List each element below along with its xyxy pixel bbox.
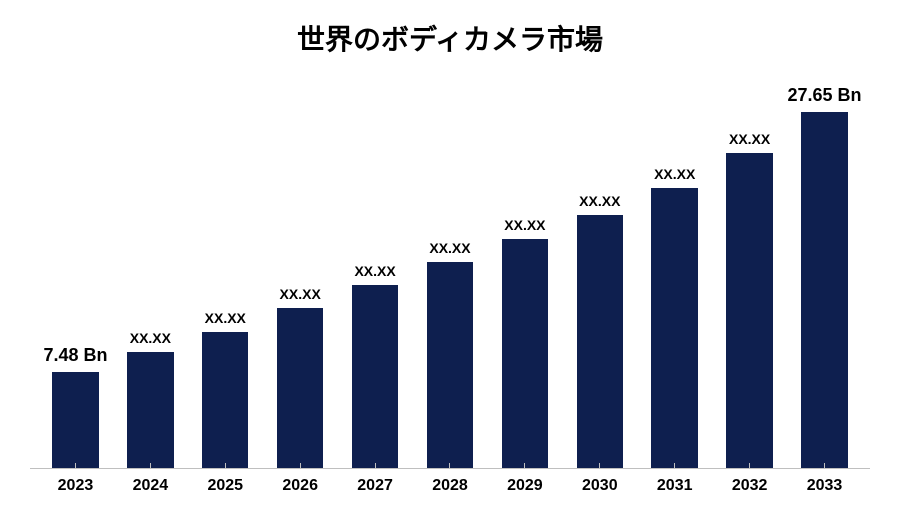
data-label: XX.XX	[504, 217, 545, 233]
x-tick-label: 2031	[637, 477, 712, 501]
bar-slot: XX.XX	[712, 82, 787, 468]
bar-slot: XX.XX	[188, 82, 263, 468]
bar-slot: XX.XX	[562, 82, 637, 468]
bar	[651, 188, 697, 468]
data-label: XX.XX	[729, 131, 770, 147]
endpoint-data-label: 27.65 Bn	[787, 85, 861, 106]
plot-area: 7.48 Bn XX.XX XX.XX XX.XX XX.XX XX.XX XX.XX XX.…	[30, 82, 870, 501]
x-tick-label: 2033	[787, 477, 862, 501]
bar	[801, 112, 847, 468]
data-label: XX.XX	[654, 166, 695, 182]
bar	[127, 352, 173, 468]
x-tick	[338, 463, 413, 469]
bars-area: 7.48 Bn XX.XX XX.XX XX.XX XX.XX XX.XX XX.XX XX.…	[30, 82, 870, 469]
x-tick-label: 2026	[263, 477, 338, 501]
bar	[726, 153, 772, 468]
x-tick-label: 2030	[562, 477, 637, 501]
x-axis: 2023202420252026202720282029203020312032…	[30, 477, 870, 501]
x-tick	[413, 463, 488, 469]
bar	[427, 262, 473, 468]
x-tick	[113, 463, 188, 469]
x-tick-label: 2032	[712, 477, 787, 501]
data-label: XX.XX	[354, 263, 395, 279]
data-label: XX.XX	[579, 193, 620, 209]
bar-slot: XX.XX	[413, 82, 488, 468]
x-tick-label: 2024	[113, 477, 188, 501]
bar-slot: 27.65 Bn	[787, 82, 862, 468]
bars-row: 7.48 Bn XX.XX XX.XX XX.XX XX.XX XX.XX XX.XX XX.…	[30, 82, 870, 468]
x-tick	[188, 463, 263, 469]
x-tick	[38, 463, 113, 469]
x-tick-label: 2025	[188, 477, 263, 501]
bar-chart: 世界のボディカメラ市場 7.48 Bn XX.XX XX.XX XX.XX XX.XX X…	[0, 0, 900, 525]
bar-slot: XX.XX	[487, 82, 562, 468]
data-label: XX.XX	[280, 286, 321, 302]
bar-slot: XX.XX	[637, 82, 712, 468]
x-tick	[787, 463, 862, 469]
x-tick-label: 2023	[38, 477, 113, 501]
data-label: XX.XX	[130, 330, 171, 346]
bar-slot: XX.XX	[113, 82, 188, 468]
bar	[202, 332, 248, 468]
bar-slot: 7.48 Bn	[38, 82, 113, 468]
x-tick	[712, 463, 787, 469]
bar	[277, 308, 323, 468]
x-tick-marks	[30, 463, 870, 469]
x-tick	[487, 463, 562, 469]
endpoint-data-label: 7.48 Bn	[43, 345, 107, 366]
bar	[52, 372, 98, 468]
data-label: XX.XX	[429, 240, 470, 256]
x-tick-label: 2029	[487, 477, 562, 501]
chart-title: 世界のボディカメラ市場	[30, 18, 870, 58]
x-tick	[562, 463, 637, 469]
bar-slot: XX.XX	[338, 82, 413, 468]
bar	[352, 285, 398, 468]
x-tick	[263, 463, 338, 469]
bar-slot: XX.XX	[263, 82, 338, 468]
data-label: XX.XX	[205, 310, 246, 326]
bar	[502, 239, 548, 468]
x-tick-label: 2028	[413, 477, 488, 501]
x-tick	[637, 463, 712, 469]
bar	[577, 215, 623, 468]
x-tick-label: 2027	[338, 477, 413, 501]
